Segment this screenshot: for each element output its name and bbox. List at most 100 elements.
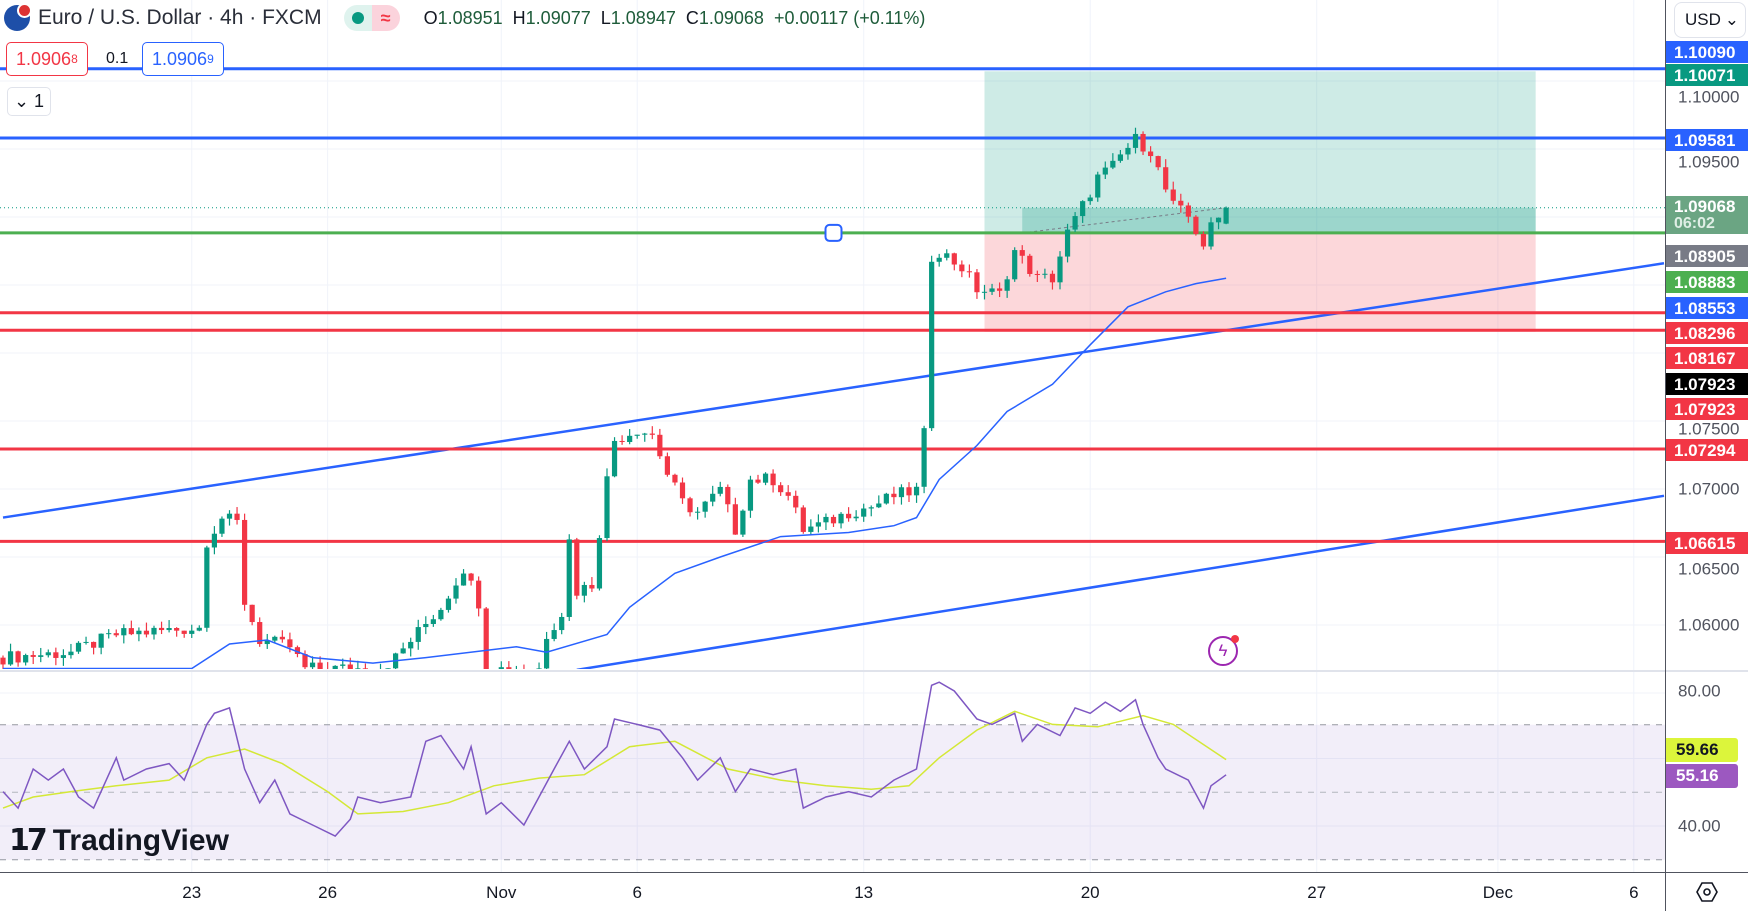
line-drag-handle[interactable]	[824, 223, 843, 242]
candle-body	[589, 584, 595, 589]
candle	[113, 629, 119, 638]
indicators-toggle-button[interactable]: ⌄ 1	[7, 87, 51, 116]
candle-body	[793, 495, 799, 508]
candle	[1080, 200, 1086, 223]
candle	[438, 607, 444, 621]
candle-body	[7, 651, 14, 665]
ohlc-values: O1.08951 H1.09077 L1.08947 C1.09068 +0.0…	[424, 8, 926, 29]
candle-body	[1102, 167, 1108, 175]
candle-body	[196, 627, 202, 631]
watermark-text: TradingView	[52, 823, 229, 857]
candle-body	[136, 630, 142, 635]
candle	[800, 505, 806, 534]
flash-alert-icon[interactable]: ϟ	[1208, 635, 1239, 666]
candle	[379, 663, 382, 669]
candle	[181, 630, 187, 638]
candle	[989, 283, 995, 295]
candle-body	[1193, 216, 1199, 234]
price-tag: 1.10090	[1666, 41, 1748, 63]
candle	[1170, 181, 1176, 205]
candle	[1042, 268, 1048, 279]
candle	[823, 513, 829, 531]
candle	[204, 545, 210, 632]
chevron-down-icon: ⌄	[1724, 10, 1739, 29]
candle	[846, 507, 852, 522]
candle-body	[808, 526, 814, 532]
candle-body	[53, 652, 59, 658]
candle	[0, 655, 6, 669]
time-axis[interactable]: 23 26 Nov 6 13 20 27 Dec 6	[0, 872, 1665, 911]
tradingview-watermark[interactable]: 𝟭𝟳 TradingView	[9, 823, 229, 858]
candle	[921, 425, 927, 494]
candle-body	[415, 627, 421, 642]
candle	[1140, 131, 1146, 156]
currency-select[interactable]: USD ⌄	[1674, 2, 1746, 38]
candle	[1034, 270, 1040, 282]
candle-body	[75, 642, 82, 652]
price-axis[interactable]: USD ⌄ 1.10000 1.09500 1.07500 1.07000 1.06500…	[1665, 0, 1748, 911]
candle-body	[506, 667, 512, 669]
candle	[1215, 217, 1222, 230]
candle	[1087, 194, 1093, 205]
candle	[830, 514, 837, 527]
candle	[906, 482, 912, 502]
candle	[808, 519, 814, 535]
close-value: 1.09068	[698, 7, 764, 28]
candle	[966, 264, 972, 278]
candle-body	[453, 585, 459, 599]
candle	[574, 537, 580, 600]
price-tag-value: 1.06615	[1674, 533, 1736, 553]
status-pill[interactable]: ≈	[343, 5, 400, 31]
candle	[355, 660, 361, 669]
sell-price-pip: 8	[71, 52, 78, 66]
candle	[45, 649, 51, 658]
price-chart[interactable]	[0, 0, 1665, 872]
sell-button[interactable]: 1.0906 8	[6, 42, 88, 76]
price-tag-value: 1.08905	[1674, 246, 1736, 266]
candle	[1163, 159, 1169, 193]
candle-body	[151, 627, 157, 635]
high-label: H	[512, 7, 526, 28]
candle	[1012, 247, 1018, 282]
price-tag: 1.07294	[1666, 439, 1748, 461]
symbol-title[interactable]: Euro / U.S. Dollar · 4h · FXCM	[38, 6, 322, 29]
candle	[453, 578, 459, 604]
buy-button[interactable]: 1.0906 9	[142, 42, 224, 76]
candle	[1193, 215, 1199, 236]
price-tag-value: 1.08883	[1674, 272, 1736, 292]
candle-body	[815, 522, 821, 527]
candle	[981, 284, 988, 300]
candle	[468, 572, 474, 586]
price-tag-value: 1.08553	[1674, 298, 1736, 318]
settings-button[interactable]	[1665, 872, 1748, 911]
candle-body	[309, 662, 316, 668]
candle	[702, 500, 708, 518]
pane-separator[interactable]	[0, 670, 1665, 672]
chevron-down-icon: ⌄	[13, 91, 35, 111]
candle	[778, 482, 784, 496]
candle-body	[189, 630, 195, 634]
price-tag: 1.09068 06:02	[1666, 196, 1748, 234]
candle-body	[83, 641, 89, 643]
candle	[838, 512, 844, 529]
candle-body	[1178, 200, 1184, 206]
candle	[785, 485, 791, 501]
candle-body	[944, 253, 950, 258]
candle	[506, 661, 512, 669]
candle	[974, 269, 980, 299]
candle-body	[891, 493, 897, 498]
candle	[476, 576, 482, 617]
candle	[657, 428, 663, 459]
candle	[483, 607, 489, 669]
candle	[128, 620, 134, 636]
candle-body	[830, 516, 837, 524]
candle	[385, 668, 391, 669]
candle	[68, 643, 74, 659]
candle-body	[317, 662, 323, 669]
open-label: O	[423, 7, 438, 28]
candle-body	[853, 516, 859, 519]
candle	[264, 633, 270, 649]
currency-value: USD	[1685, 10, 1721, 29]
candle	[755, 474, 761, 484]
candle-body	[1163, 167, 1169, 190]
